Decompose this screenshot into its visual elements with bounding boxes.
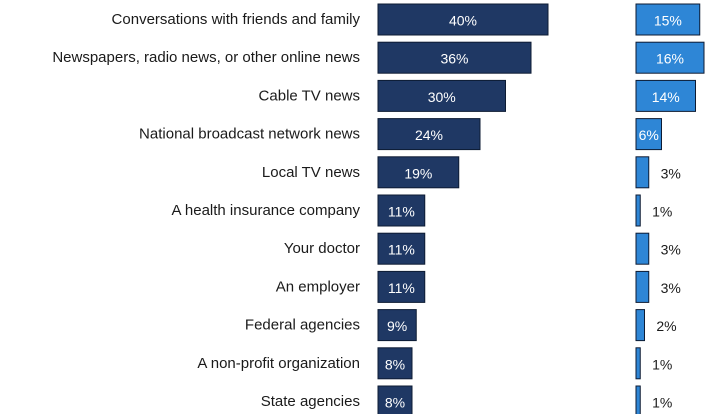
bar-series-1	[377, 118, 481, 151]
bar-series-1	[377, 385, 413, 414]
bar-series-2	[635, 309, 645, 342]
bar-series-1	[377, 156, 460, 189]
bar-series-2	[635, 270, 650, 303]
category-label: State agencies	[261, 393, 360, 410]
bar-series-2	[635, 347, 641, 380]
bar-series-1	[377, 232, 426, 265]
data-label-series-2: 1%	[652, 204, 672, 220]
data-label-series-2: 1%	[652, 356, 672, 372]
data-label-series-1: 24%	[415, 127, 443, 143]
data-label-series-2: 3%	[661, 165, 681, 181]
data-label-series-1: 9%	[387, 318, 407, 334]
category-label: A health insurance company	[172, 202, 361, 219]
data-label-series-2: 3%	[661, 242, 681, 258]
data-label-series-1: 19%	[404, 165, 432, 181]
bar-series-1	[377, 194, 426, 227]
category-label: Cable TV news	[259, 87, 360, 104]
data-label-series-1: 8%	[385, 356, 405, 372]
category-label: Your doctor	[284, 240, 360, 257]
bar-series-1	[377, 3, 549, 36]
bar-series-1	[377, 270, 426, 303]
data-label-series-2: 15%	[654, 13, 682, 29]
bar-series-2	[635, 232, 650, 265]
category-label: National broadcast network news	[139, 126, 360, 143]
data-label-series-2: 2%	[656, 318, 676, 334]
bar-series-2	[635, 79, 696, 112]
bar-series-2	[635, 41, 705, 74]
bar-series-1	[377, 347, 413, 380]
data-label-series-1: 11%	[388, 280, 415, 296]
category-label: An employer	[276, 278, 360, 295]
data-label-series-2: 14%	[652, 89, 680, 105]
bar-series-2	[635, 118, 662, 151]
category-label: Federal agencies	[245, 317, 360, 334]
data-label-series-2: 1%	[652, 395, 672, 411]
bar-series-2	[635, 194, 641, 227]
bar-series-2	[635, 3, 701, 36]
data-label-series-2: 3%	[661, 280, 681, 296]
bar-series-1	[377, 309, 417, 342]
bar-series-2	[635, 385, 641, 414]
category-label: A non-profit organization	[197, 355, 360, 372]
data-label-series-1: 30%	[428, 89, 456, 105]
data-label-series-1: 8%	[385, 395, 405, 411]
category-label: Conversations with friends and family	[112, 11, 361, 28]
data-label-series-1: 11%	[388, 204, 415, 220]
data-label-series-1: 40%	[449, 13, 477, 29]
bar-series-1	[377, 41, 532, 74]
bar-series-1	[377, 79, 506, 112]
data-label-series-2: 16%	[656, 51, 684, 67]
bar-series-2	[635, 156, 650, 189]
data-label-series-1: 36%	[440, 51, 468, 67]
data-label-series-1: 11%	[388, 242, 415, 258]
data-label-series-2: 6%	[639, 127, 659, 143]
category-label: Newspapers, radio news, or other online …	[52, 49, 360, 66]
category-label: Local TV news	[262, 164, 360, 181]
